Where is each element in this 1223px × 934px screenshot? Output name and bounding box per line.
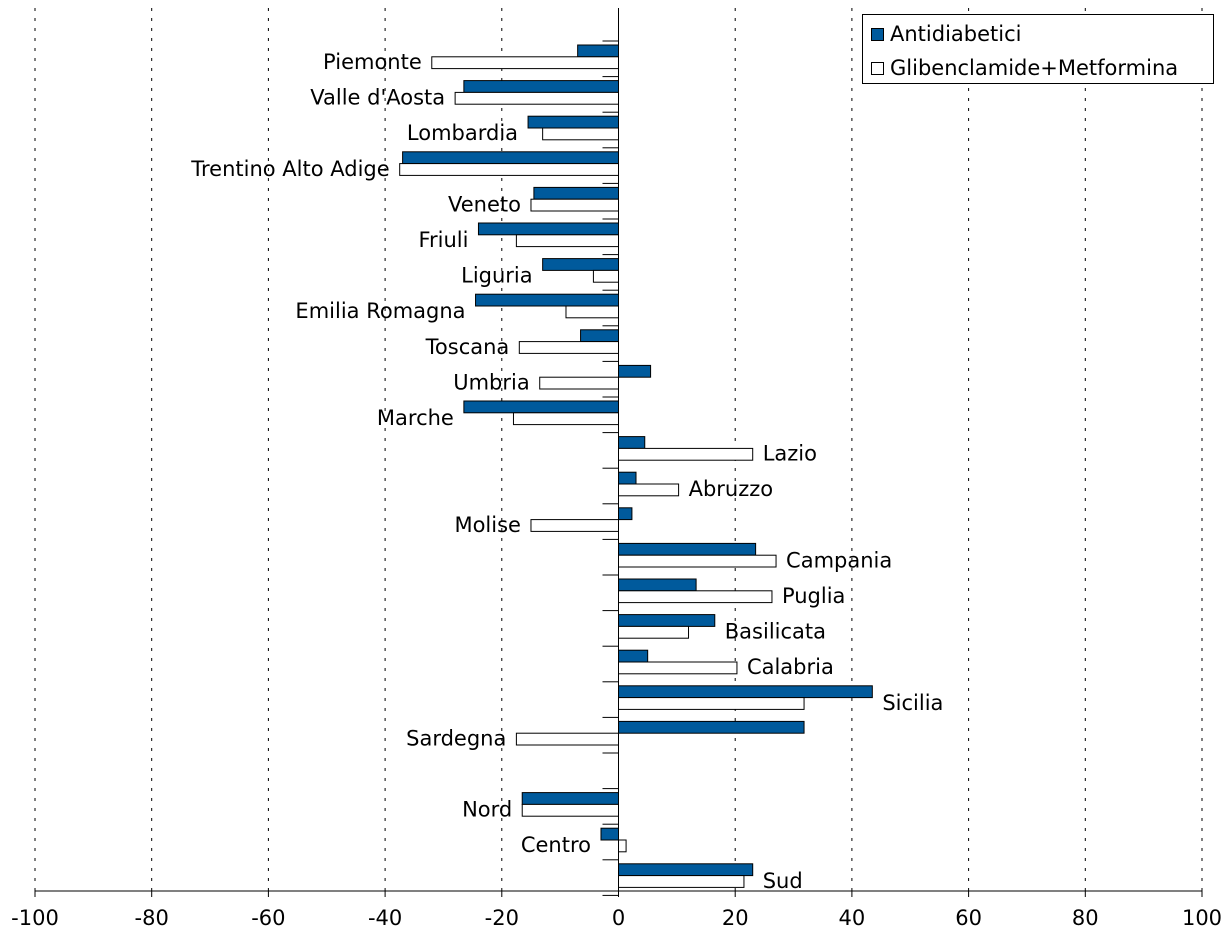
- category-label-9: Umbria: [453, 370, 530, 394]
- bar-1-2: [542, 127, 620, 141]
- bar-1-8: [518, 341, 619, 354]
- bar-1-10: [512, 412, 619, 426]
- bar-0-3: [402, 151, 620, 165]
- bar-0-10: [463, 400, 619, 414]
- x-tick-label-3: -40: [368, 906, 402, 930]
- x-tick-label-5: 0: [612, 906, 625, 930]
- bar-0-17: [618, 649, 649, 663]
- category-labels: Piemonte Valle d'Aosta Lombardia Trentino A…: [190, 50, 943, 893]
- bar-1-1: [454, 91, 619, 105]
- bar-0-7: [475, 293, 620, 307]
- category-label-10: Marche: [377, 406, 454, 430]
- x-tick-label-0: -100: [11, 906, 59, 930]
- bar-1-9: [539, 376, 619, 390]
- bar-0-4: [533, 186, 620, 200]
- category-label-16: Basilicata: [725, 620, 826, 644]
- x-tick-label-2: -60: [251, 906, 285, 930]
- x-tick-label-1: -80: [135, 906, 169, 930]
- category-label-4: Veneto: [448, 192, 521, 216]
- bar-0-19: [618, 720, 805, 734]
- bar-0-12: [618, 471, 637, 485]
- category-label-21: Nord: [462, 798, 512, 822]
- bar-1-0: [431, 56, 619, 70]
- legend-label-0: Antidiabetici: [890, 22, 1022, 46]
- bar-0-23: [618, 863, 754, 877]
- category-label-17: Calabria: [747, 655, 834, 679]
- legend-item-1: Glibenclamide+Metformina: [871, 56, 1178, 80]
- category-label-11: Lazio: [763, 442, 817, 466]
- bar-0-15: [618, 578, 697, 592]
- bar-1-22: [618, 839, 627, 853]
- category-label-14: Campania: [786, 548, 892, 572]
- category-label-19: Sardegna: [406, 726, 506, 750]
- x-tick-label-7: 40: [839, 906, 866, 930]
- bar-0-18: [618, 685, 873, 699]
- axes: -100 -80 -60 -40 -20 0 20 40 60 80 100: [11, 8, 1222, 930]
- bar-1-6: [592, 269, 619, 283]
- bar-1-5: [515, 234, 620, 248]
- category-label-6: Liguria: [461, 264, 533, 288]
- category-label-0: Piemonte: [323, 50, 422, 74]
- category-label-18: Sicilia: [882, 691, 943, 715]
- x-tick-label-4: -20: [485, 906, 519, 930]
- bar-0-2: [527, 115, 619, 129]
- category-label-5: Friuli: [418, 228, 468, 252]
- bar-0-22: [600, 827, 619, 841]
- bar-1-7: [565, 305, 619, 319]
- bar-0-9: [618, 364, 652, 378]
- bar-1-13: [530, 519, 619, 532]
- x-tick-label-9: 80: [1072, 906, 1099, 930]
- bar-0-5: [477, 222, 619, 236]
- bar-1-21: [521, 803, 619, 817]
- legend: Antidiabetici Glibenclamide+Metformina: [862, 14, 1214, 84]
- bar-1-4: [530, 198, 619, 212]
- bar-1-17: [618, 661, 738, 675]
- category-label-7: Emilia Romagna: [295, 299, 465, 323]
- bar-0-16: [618, 614, 716, 627]
- category-label-8: Toscana: [425, 335, 510, 359]
- category-label-12: Abruzzo: [689, 477, 774, 501]
- category-label-1: Valle d'Aosta: [310, 86, 445, 110]
- bar-1-19: [515, 732, 620, 746]
- bar-0-21: [521, 792, 619, 805]
- bars: [399, 44, 873, 888]
- bar-0-0: [577, 44, 620, 58]
- x-tick-label-6: 20: [722, 906, 749, 930]
- category-label-2: Lombardia: [407, 121, 518, 145]
- category-label-13: Molise: [454, 513, 521, 537]
- category-label-3: Trentino Alto Adige: [190, 157, 389, 181]
- legend-swatch-0: [871, 27, 884, 41]
- bar-0-6: [542, 258, 620, 271]
- bar-1-23: [618, 875, 745, 888]
- bar-1-15: [618, 590, 773, 604]
- legend-item-0: Antidiabetici: [871, 22, 1021, 46]
- bar-1-18: [618, 697, 805, 710]
- bar-0-1: [463, 80, 619, 93]
- bar-1-14: [618, 554, 777, 568]
- category-label-22: Centro: [521, 833, 591, 857]
- bar-1-12: [618, 483, 680, 497]
- bar-1-11: [618, 447, 754, 461]
- x-tick-label-8: 60: [955, 906, 982, 930]
- category-label-23: Sud: [763, 869, 803, 893]
- category-label-15: Puglia: [782, 584, 845, 608]
- legend-label-1: Glibenclamide+Metformina: [890, 56, 1179, 80]
- bar-0-8: [580, 329, 620, 343]
- x-tick-label-10: 100: [1182, 906, 1222, 930]
- bar-1-16: [618, 625, 690, 639]
- legend-swatch-1: [871, 61, 884, 75]
- bar-1-3: [399, 163, 619, 176]
- bar-0-11: [618, 436, 646, 449]
- bar-0-13: [618, 507, 633, 521]
- bar-0-14: [618, 542, 757, 556]
